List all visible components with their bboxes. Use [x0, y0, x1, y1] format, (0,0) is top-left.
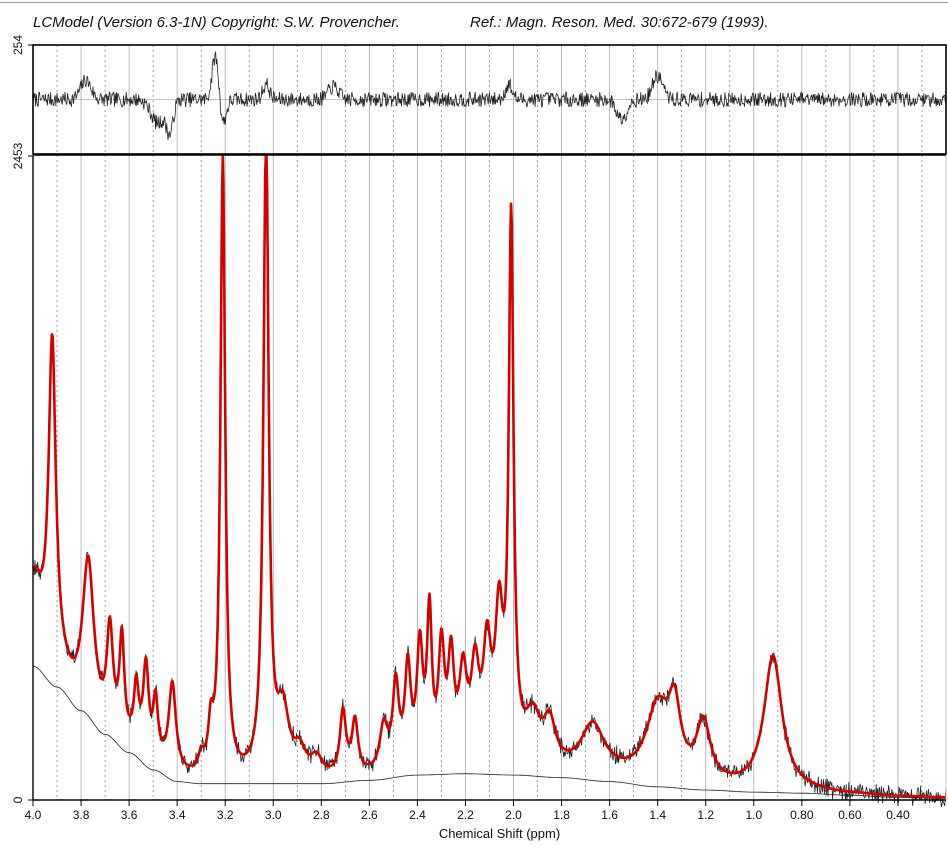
x-tick-label: 2.0	[505, 808, 522, 822]
spectrum-panel	[32, 154, 947, 808]
frame-layer	[32, 44, 947, 801]
header-rule	[0, 2, 948, 3]
x-tick-label: 1.2	[697, 808, 714, 822]
residual-frame	[32, 44, 947, 155]
x-tick-label: 1.0	[745, 808, 762, 822]
x-tick-label: 3.2	[217, 808, 234, 822]
residual-panel	[32, 51, 947, 141]
software-copyright-text: LCModel (Version 6.3-1N) Copyright: S.W.…	[33, 14, 400, 31]
x-tick-label: 1.4	[649, 808, 666, 822]
x-tick-label: 2.8	[313, 808, 330, 822]
x-tick-label: 2.2	[457, 808, 474, 822]
x-tick-label: 3.0	[265, 808, 282, 822]
axis-layer: 4.0 3.8 3.6 3.4 3.2 3.0 2.8 2.6 2.4 2.2 2.0 1.8 1.6 1…	[11, 35, 910, 841]
spectrum-ytick-label: 2453	[11, 142, 25, 169]
x-tick-label: 2.4	[409, 808, 426, 822]
x-tick-label: 0.80	[790, 808, 814, 822]
grid-layer	[32, 45, 946, 800]
report-header: LCModel (Version 6.3-1N) Copyright: S.W.…	[0, 0, 948, 40]
x-tick-label: 3.4	[169, 808, 186, 822]
residual-ytick-label: 254	[11, 35, 25, 55]
x-tick-label: 0.40	[886, 808, 910, 822]
x-tick-label: 3.8	[73, 808, 90, 822]
residual-line	[32, 51, 947, 141]
x-axis-label: Chemical Shift (ppm)	[439, 826, 560, 841]
fit-line	[32, 154, 947, 799]
x-tick-label: 3.6	[121, 808, 138, 822]
x-tick-label: 0.60	[838, 808, 862, 822]
spectrum-ytick-label: 0	[11, 796, 25, 803]
baseline-line	[32, 665, 946, 799]
x-tick-label: 2.6	[361, 808, 378, 822]
reference-text: Ref.: Magn. Reson. Med. 30:672-679 (1993…	[470, 14, 769, 31]
x-tick-label: 4.0	[25, 808, 42, 822]
x-tick-label: 1.6	[601, 808, 618, 822]
x-tick-label: 1.8	[553, 808, 570, 822]
